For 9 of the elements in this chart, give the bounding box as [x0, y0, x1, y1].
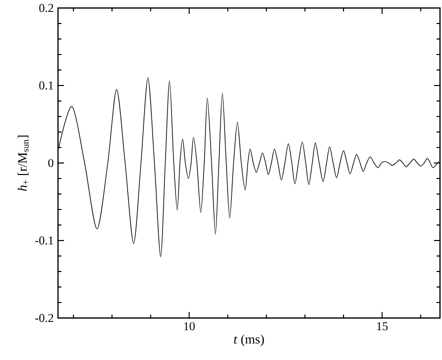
- y-tick-label: -0.2: [35, 314, 54, 322]
- y-axis-title: h$_{+}$ [r/M$_{sun}$]: [18, 136, 29, 191]
- x-tick-label: 10: [184, 322, 195, 330]
- y-tick-label: -0.1: [35, 236, 54, 245]
- y-tick-label: 0.1: [39, 81, 54, 90]
- y-tick-label: 0.2: [39, 4, 54, 12]
- x-tick-label: 15: [377, 322, 388, 330]
- y-tick-label: 0: [48, 158, 54, 168]
- x-axis-title: t (ms): [234, 334, 264, 346]
